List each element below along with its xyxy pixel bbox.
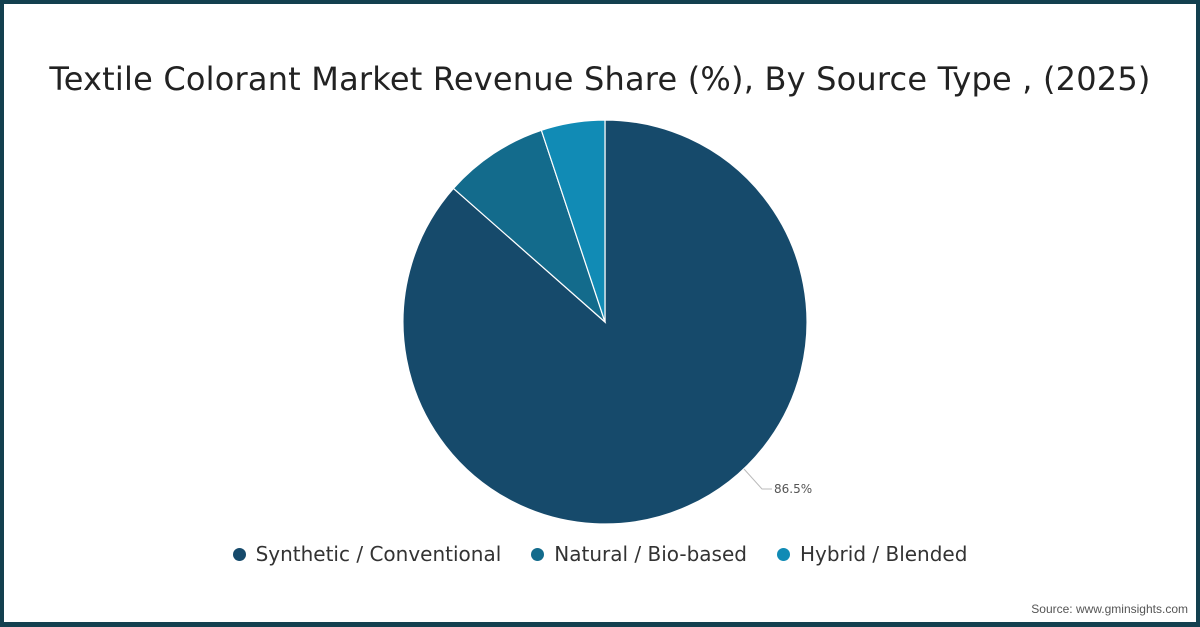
label-leader-line bbox=[743, 468, 772, 490]
source-note: Source: www.gminsights.com bbox=[1031, 602, 1188, 616]
legend-dot-icon bbox=[776, 547, 790, 561]
legend-dot-icon bbox=[531, 547, 545, 561]
pie-chart bbox=[402, 119, 808, 525]
legend-item-natural[interactable]: Natural / Bio-based bbox=[531, 542, 747, 566]
data-label-synthetic: 86.5% bbox=[774, 482, 813, 496]
legend-item-synthetic[interactable]: Synthetic / Conventional bbox=[232, 542, 501, 566]
legend: Synthetic / Conventional Natural / Bio-b… bbox=[4, 542, 1196, 566]
chart-title: Textile Colorant Market Revenue Share (%… bbox=[49, 60, 1151, 98]
pie-slice-1[interactable] bbox=[452, 129, 607, 324]
legend-item-hybrid[interactable]: Hybrid / Blended bbox=[776, 542, 967, 566]
pie-slice-2[interactable] bbox=[540, 119, 606, 323]
legend-dot-icon bbox=[232, 547, 246, 561]
